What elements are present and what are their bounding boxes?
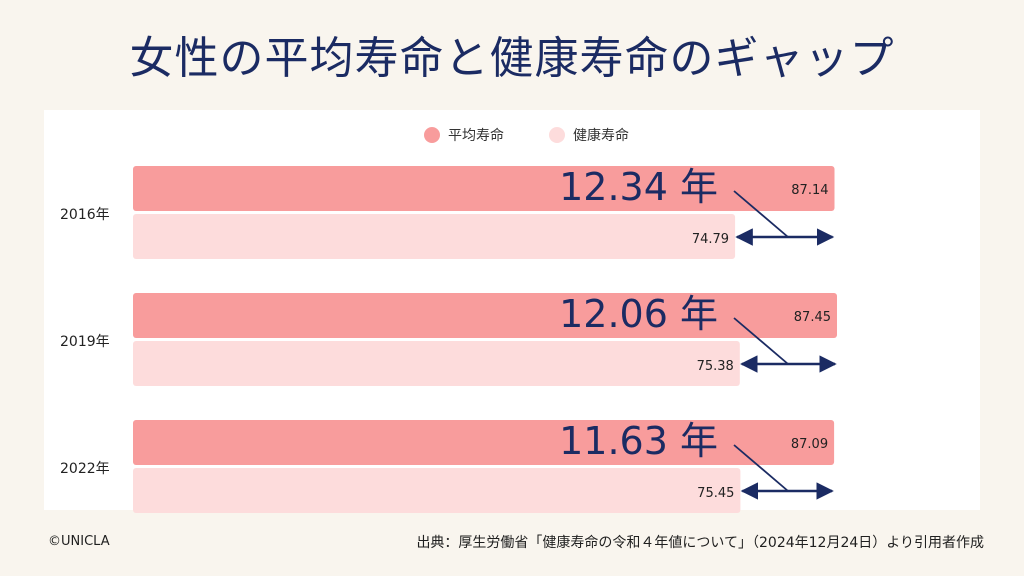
value-label-avg-3: 87.09 (791, 437, 828, 452)
value-label-avg-2: 87.45 (794, 310, 831, 325)
legend-label-1: 平均寿命 (448, 127, 504, 144)
gap-leader-1 (733, 190, 789, 238)
legend-swatch-1 (424, 127, 440, 143)
value-label-healthy-2: 75.38 (697, 359, 734, 374)
value-label-healthy-3: 75.45 (697, 486, 734, 501)
source-text: 出典：厚生労働省「健康寿命の令和４年値について」（2024年12月24日）より引… (416, 535, 984, 551)
gap-label-1: 12.34 年 (559, 165, 718, 209)
gap-leader-3 (733, 444, 789, 492)
value-label-healthy-1: 74.79 (692, 232, 729, 247)
gap-label-2: 12.06 年 (559, 292, 718, 336)
bar-avg-2 (133, 293, 837, 338)
bar-healthy-3 (133, 468, 741, 513)
category-label-2: 2019年 (60, 334, 110, 350)
category-label-1: 2016年 (60, 207, 110, 223)
value-label-avg-1: 87.14 (791, 183, 828, 198)
gap-label-3: 11.63 年 (559, 419, 718, 463)
bar-avg-3 (133, 420, 835, 465)
bar-healthy-1 (133, 214, 736, 259)
gap-leader-2 (733, 317, 789, 365)
bar-healthy-2 (133, 341, 740, 386)
category-label-3: 2022年 (60, 461, 110, 477)
page-title: 女性の平均寿命と健康寿命のギャップ (129, 33, 895, 84)
credit-text: ©UNICLA (48, 534, 110, 549)
bar-avg-1 (133, 166, 835, 211)
legend-swatch-2 (549, 127, 565, 143)
legend-label-2: 健康寿命 (573, 127, 629, 144)
